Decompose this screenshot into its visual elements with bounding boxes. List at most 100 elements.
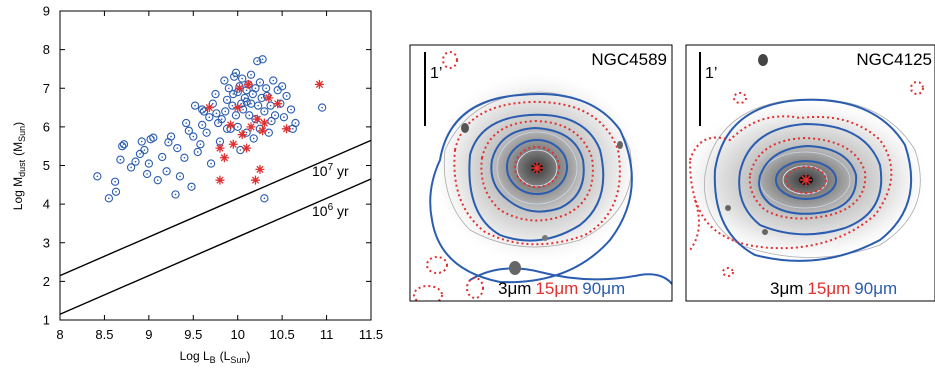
data-point-asterisk [219,153,229,163]
contour-90um [490,126,585,213]
contour-90um [469,267,672,286]
x-tick-label: 11.5 [359,327,383,342]
data-point-dot [201,124,203,126]
contour-90um [713,98,913,262]
data-point-circle [261,84,271,93]
data-point-circle [104,194,114,203]
data-point-dot [196,151,199,153]
data-point-circle [269,76,278,85]
data-point-circle [116,155,125,164]
data-point-asterisk [282,124,292,134]
contour-15um [480,119,594,222]
data-point-dot [226,128,228,130]
data-point-circle [162,167,171,176]
data-point-circle [202,128,211,137]
data-point-dot [121,145,123,147]
data-point-circle [119,140,129,149]
data-point-dot [261,58,264,61]
data-point-circle [245,111,254,120]
data-point-dot [232,93,235,95]
data-point-circle [222,95,232,104]
center-marker [531,162,543,174]
y-tick-label: 9 [43,4,50,19]
star-source [509,261,521,275]
x-tick-label: 10.5 [269,327,294,342]
data-point-circle [166,132,176,141]
data-point-circle [173,143,182,153]
data-point-dot [252,137,255,140]
star-source [762,229,768,235]
data-point-dot [256,60,259,63]
data-point-dot [263,197,266,200]
star-source [617,141,623,149]
y-tick-label: 4 [43,197,50,212]
data-point-asterisk [252,114,262,124]
line-label-10-7: 107 yr [312,162,349,179]
data-point-dot [188,129,190,132]
data-point-circle [277,82,287,91]
contour-15um [733,92,747,104]
data-point-circle [220,76,229,85]
data-point-dot [240,102,243,105]
data-point-circle [279,113,289,122]
contour-15um [426,256,448,274]
data-point-dot [167,141,170,144]
data-point-dot [148,162,150,165]
data-point-dot [115,190,117,193]
data-point-circle [190,101,200,110]
data-point-circle [193,147,202,157]
data-point-circle [198,120,207,130]
wavelength-legend: 3μm 15μm 90μm [770,279,897,298]
data-point-dot [292,128,294,130]
data-point-dot [220,118,223,120]
x-tick-label: 8 [56,327,63,342]
scale-label: 1’ [430,65,442,82]
data-point-circle [189,132,198,141]
y-axis: 1 2 3 4 5 6 7 8 9 [43,4,371,328]
contour-3um [496,131,578,205]
data-point-circle [199,107,209,116]
data-point-dot [212,102,214,105]
data-point-circle [240,93,249,103]
data-point-asterisk [215,143,225,153]
data-point-dot [179,175,181,178]
contour-90um [758,144,858,215]
data-point-dot [250,102,252,105]
data-point-circle [175,172,185,181]
data-point-dot [248,114,251,117]
data-point-circle [231,68,241,77]
data-point-circle [126,163,136,172]
star-source [758,54,768,66]
data-point-circle [137,137,146,146]
data-point-circle [291,118,300,128]
data-point-circle [242,128,251,137]
data-point-dot [114,180,116,183]
data-point-dot [236,126,239,128]
data-point-circle [255,124,265,133]
data-point-dot [190,185,193,188]
data-point-dot [276,89,279,91]
y-tick-label: 3 [43,235,50,250]
data-point-dot [146,173,148,175]
panel-frame [409,44,673,302]
data-point-circle [206,159,216,168]
contour-15um [688,115,893,250]
data-point-circle [182,118,191,128]
star-source [542,235,548,241]
data-point-circle [238,74,247,83]
timescale-line [59,178,372,315]
y-tick-label: 6 [43,119,50,134]
contour-15um [910,81,924,95]
data-point-dot [185,122,187,124]
data-point-dot [224,110,227,113]
data-point-circle [131,157,140,166]
data-point-dot [205,131,208,134]
data-point-asterisk [228,139,238,149]
data-point-dot [170,135,172,138]
image-panel-ngc4125: 1’ NGC4125 3μm 15μm 90μm [685,44,935,302]
data-point-dot [201,108,203,111]
data-point-circle [253,57,262,66]
data-point-circle [258,55,267,64]
data-point-circle [254,101,263,110]
